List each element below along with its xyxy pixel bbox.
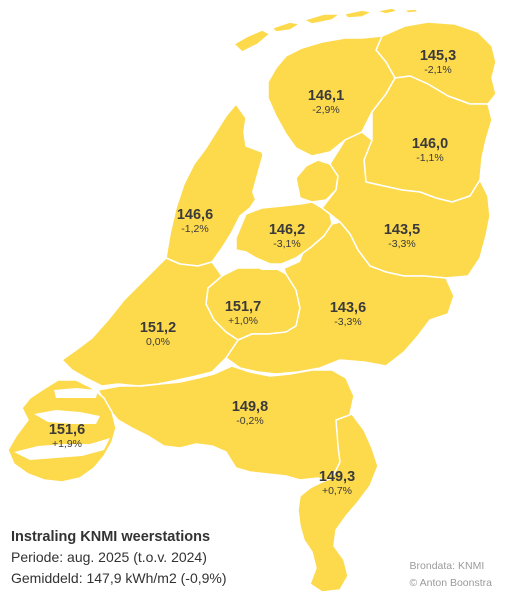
wadden-island-schiermonnikoog (375, 7, 399, 15)
region-value-overijssel: 143,5 (384, 222, 420, 238)
ijsselmeer-water (252, 140, 296, 208)
region-value-zeeland: 151,6 (49, 422, 85, 438)
region-change-flevoland: -3,1% (273, 238, 300, 250)
region-label-utrecht: 151,7 +1,0% (225, 299, 261, 327)
region-change-zuid-holland: 0,0% (146, 336, 170, 348)
region-label-groningen: 145,3 -2,1% (420, 48, 456, 76)
region-limburg (297, 413, 379, 593)
map-caption: Instraling KNMI weerstations Periode: au… (11, 527, 227, 589)
region-label-zeeland: 151,6 +1,9% (49, 422, 85, 450)
region-change-limburg: +0,7% (322, 485, 352, 497)
region-label-overijssel: 143,5 -3,3% (384, 222, 420, 250)
source-credit: Brondata: KNMI (409, 560, 485, 572)
region-change-zeeland: +1,9% (52, 438, 82, 450)
region-label-flevoland: 146,2 -3,1% (269, 222, 305, 250)
region-change-noord-brabant: -0,2% (236, 415, 263, 427)
wadden-island-vlieland (271, 21, 301, 33)
region-change-groningen: -2,1% (424, 64, 451, 76)
average-line: Gemiddeld: 147,9 kWh/m2 (-0,9%) (11, 570, 227, 586)
wadden-island-ameland (343, 9, 373, 19)
randmeren-water (236, 252, 304, 270)
region-value-utrecht: 151,7 (225, 299, 261, 315)
region-label-friesland: 146,1 -2,9% (308, 88, 344, 116)
region-change-gelderland: -3,3% (334, 316, 361, 328)
region-value-noord-brabant: 149,8 (232, 399, 268, 415)
map-title: Instraling KNMI weerstations (11, 529, 211, 545)
region-change-noord-holland: -1,2% (181, 223, 208, 235)
region-gelderland (225, 221, 455, 375)
region-value-noord-holland: 146,6 (177, 207, 213, 223)
region-value-flevoland: 146,2 (269, 222, 305, 238)
region-zuid-holland (61, 257, 239, 387)
region-label-noord-brabant: 149,8 -0,2% (232, 399, 268, 427)
region-change-utrecht: +1,0% (228, 315, 258, 327)
region-value-limburg: 149,3 (319, 469, 355, 485)
region-label-zuid-holland: 151,2 0,0% (140, 320, 176, 348)
period-line: Periode: aug. 2025 (t.o.v. 2024) (11, 549, 207, 565)
region-label-gelderland: 143,6 -3,3% (330, 300, 366, 328)
author-credit: © Anton Boonstra (409, 577, 492, 589)
region-label-noord-holland: 146,6 -1,2% (177, 207, 213, 235)
region-change-friesland: -2,9% (312, 104, 339, 116)
region-value-zuid-holland: 151,2 (140, 320, 176, 336)
region-change-overijssel: -3,3% (388, 238, 415, 250)
region-label-drenthe: 146,0 -1,1% (412, 136, 448, 164)
oosterschelde-water (34, 410, 100, 424)
westerschelde-water (14, 438, 110, 460)
region-label-limburg: 149,3 +0,7% (319, 469, 355, 497)
wadden-island-terschelling (303, 13, 341, 25)
region-value-friesland: 146,1 (308, 88, 344, 104)
haringvliet-water (54, 388, 98, 398)
region-change-drenthe: -1,1% (416, 152, 443, 164)
region-value-groningen: 145,3 (420, 48, 456, 64)
region-value-drenthe: 146,0 (412, 136, 448, 152)
wadden-island-rottumeroog (403, 8, 419, 14)
wadden-island-texel (233, 29, 271, 53)
credits: Brondata: KNMI © Anton Boonstra (410, 558, 492, 592)
region-value-gelderland: 143,6 (330, 300, 366, 316)
